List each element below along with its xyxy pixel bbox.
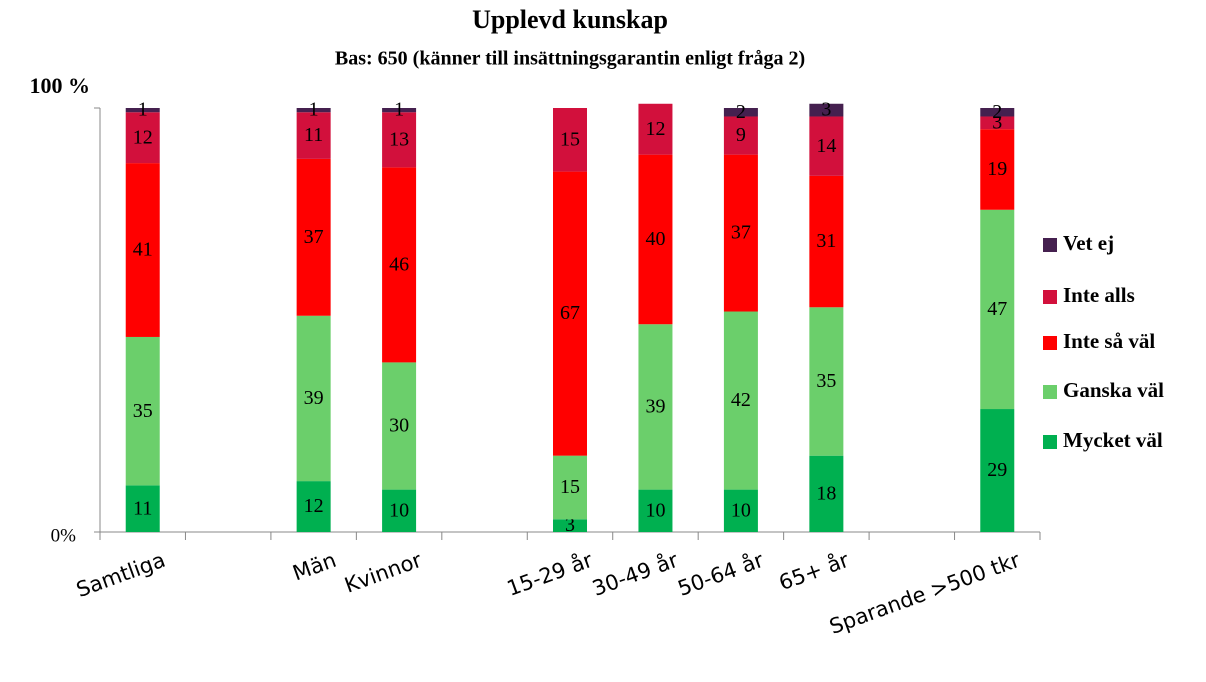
bar-segment xyxy=(125,163,160,337)
data-label: 30 xyxy=(389,415,409,437)
bar-segment xyxy=(980,116,1015,130)
bar-segment xyxy=(723,154,758,312)
bar-segment xyxy=(382,112,417,168)
data-label: 31 xyxy=(816,230,836,252)
bar-segment xyxy=(980,409,1015,532)
legend-swatch xyxy=(1043,435,1057,449)
bar-segment xyxy=(980,129,1015,210)
bar-segment xyxy=(296,315,331,482)
chart-title: Upplevd kunskap xyxy=(472,5,668,34)
data-label: 47 xyxy=(987,298,1007,320)
x-tick-label: 65+ år xyxy=(775,547,852,595)
bar-segment xyxy=(553,108,587,172)
data-label: 29 xyxy=(987,459,1007,481)
bar-segment xyxy=(382,362,417,490)
bar-segment xyxy=(553,171,587,456)
x-tick-label: Sparande >500 tkr xyxy=(826,548,1023,639)
bar-segment xyxy=(382,108,417,113)
data-label: 10 xyxy=(645,499,665,521)
bar-segment xyxy=(723,116,758,155)
x-tick-label: 30-49 år xyxy=(589,547,682,601)
bar-segment xyxy=(809,116,844,176)
data-label: 10 xyxy=(731,499,751,521)
y-tick-label: 0% xyxy=(51,525,77,546)
data-label: 46 xyxy=(389,253,409,275)
bar-segment xyxy=(296,108,331,113)
data-label: 9 xyxy=(736,124,746,146)
data-label: 3 xyxy=(821,99,831,121)
data-label: 12 xyxy=(304,495,324,517)
data-label: 2 xyxy=(992,101,1002,123)
bar-segment xyxy=(296,158,331,316)
bar-segment xyxy=(723,311,758,490)
x-tick-label: Män xyxy=(290,548,340,586)
legend-swatch xyxy=(1043,385,1057,399)
data-label: 37 xyxy=(731,222,751,244)
data-label: 10 xyxy=(389,499,409,521)
data-label: 18 xyxy=(816,482,836,504)
data-label: 39 xyxy=(645,396,665,418)
legend-swatch xyxy=(1043,290,1057,304)
bar-segment xyxy=(125,112,160,164)
data-label: 2 xyxy=(736,101,746,123)
bar-segment xyxy=(553,519,587,532)
data-label: 19 xyxy=(987,158,1007,180)
x-tick-label: 50-64 år xyxy=(674,547,767,601)
legend-swatch xyxy=(1043,336,1057,350)
data-label: 3 xyxy=(992,111,1002,133)
data-label: 3 xyxy=(565,514,575,536)
bar-segment xyxy=(296,481,331,532)
bar-segment xyxy=(382,167,417,363)
bar-segment xyxy=(125,336,160,486)
bar-segment xyxy=(125,108,160,113)
data-label: 1 xyxy=(138,99,148,121)
bar-segment xyxy=(553,455,587,520)
legend-swatch xyxy=(1043,238,1057,252)
x-tick-label: 15-29 år xyxy=(503,547,596,601)
bar-segment xyxy=(638,103,673,155)
bar-segment xyxy=(809,455,844,532)
bar-segment xyxy=(980,108,1015,117)
chart-subtitle: Bas: 650 (känner till insättningsgaranti… xyxy=(335,48,805,70)
bar-segment xyxy=(125,485,160,532)
bar-segment xyxy=(638,154,673,325)
data-label: 1 xyxy=(309,99,319,121)
legend-label: Vet ej xyxy=(1063,231,1114,255)
data-label: 11 xyxy=(304,124,323,146)
data-label: 67 xyxy=(560,302,580,324)
data-label: 15 xyxy=(560,476,580,498)
bar-segment xyxy=(723,489,758,532)
bar-segment xyxy=(980,209,1015,410)
y-tick-label: 100 % xyxy=(30,73,91,98)
x-tick-label: Samtliga xyxy=(73,548,168,602)
data-label: 35 xyxy=(133,400,153,422)
data-label: 12 xyxy=(133,126,153,148)
data-label: 41 xyxy=(133,239,153,261)
bar-segment xyxy=(638,324,673,490)
data-label: 40 xyxy=(645,228,665,250)
legend-label: Mycket väl xyxy=(1063,428,1163,452)
data-label: 14 xyxy=(816,135,836,157)
legend-label: Inte så väl xyxy=(1063,329,1155,353)
data-label: 35 xyxy=(816,370,836,392)
bar-segment xyxy=(809,103,844,117)
bar-segment xyxy=(723,108,758,117)
data-label: 11 xyxy=(133,497,152,519)
bar-segment xyxy=(809,175,844,308)
data-label: 39 xyxy=(304,387,324,409)
data-label: 13 xyxy=(389,128,409,150)
bar-segment xyxy=(382,489,417,532)
legend-label: Inte alls xyxy=(1063,283,1135,307)
data-label: 12 xyxy=(645,118,665,140)
data-label: 37 xyxy=(304,226,324,248)
data-label: 1 xyxy=(394,99,404,121)
bar-segment xyxy=(638,489,673,532)
legend-label: Ganska väl xyxy=(1063,378,1164,402)
bar-segment xyxy=(809,307,844,456)
data-label: 15 xyxy=(560,128,580,150)
data-label: 42 xyxy=(731,389,751,411)
x-tick-label: Kvinnor xyxy=(341,548,425,598)
bar-segment xyxy=(296,112,331,159)
